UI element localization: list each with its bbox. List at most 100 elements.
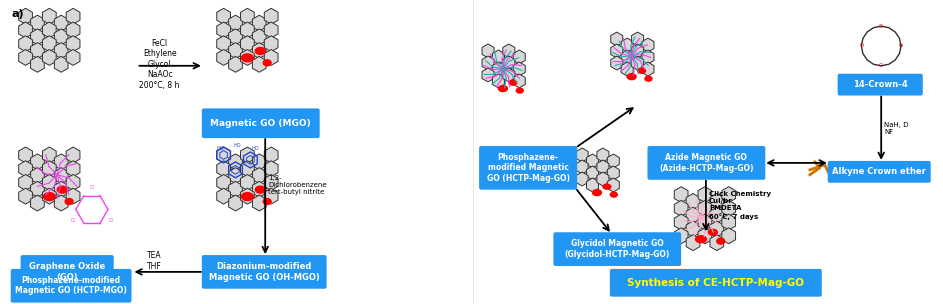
Polygon shape [698,200,712,216]
Text: Cl: Cl [90,185,94,190]
Text: Phosphazene-modified
Magnetic GO (HCTP-MGO): Phosphazene-modified Magnetic GO (HCTP-M… [15,276,127,295]
Polygon shape [217,50,230,65]
Text: HO: HO [234,143,241,147]
Polygon shape [217,22,230,38]
Polygon shape [228,56,242,72]
Text: Phosphazene-
modified Magnetic
GO (HCTP-Mag-GO): Phosphazene- modified Magnetic GO (HCTP-… [487,153,570,183]
Polygon shape [228,43,242,58]
Polygon shape [492,50,505,64]
Text: Graphene Oxide
(GO): Graphene Oxide (GO) [29,262,106,282]
FancyBboxPatch shape [202,255,326,289]
Ellipse shape [592,190,602,195]
Polygon shape [597,172,609,186]
Ellipse shape [509,80,517,85]
Polygon shape [576,172,588,186]
Polygon shape [19,36,32,52]
Polygon shape [264,8,278,24]
Polygon shape [513,74,525,88]
Polygon shape [55,181,68,197]
Polygon shape [513,62,525,76]
FancyBboxPatch shape [479,146,577,190]
Ellipse shape [43,193,56,201]
Polygon shape [240,174,255,190]
Polygon shape [42,188,57,204]
Polygon shape [642,50,654,64]
Polygon shape [228,168,242,184]
Text: FeCl
Ethylene
Glycol
NaAOc
200°C, 8 h: FeCl Ethylene Glycol NaAOc 200°C, 8 h [140,39,180,90]
FancyBboxPatch shape [10,269,131,302]
Polygon shape [217,147,230,163]
Polygon shape [587,166,599,180]
Ellipse shape [263,199,272,205]
Polygon shape [19,22,32,38]
Polygon shape [42,174,57,190]
Polygon shape [621,50,633,64]
Polygon shape [492,74,505,88]
Polygon shape [492,62,505,76]
Polygon shape [228,154,242,170]
Polygon shape [721,200,736,216]
Polygon shape [632,32,643,46]
Polygon shape [611,56,622,70]
Polygon shape [253,195,266,211]
Polygon shape [55,15,68,31]
Polygon shape [674,200,688,216]
FancyBboxPatch shape [648,146,766,180]
Polygon shape [710,207,723,223]
Polygon shape [55,29,68,45]
Polygon shape [19,161,32,177]
Polygon shape [42,147,57,163]
Ellipse shape [516,88,523,93]
Polygon shape [721,228,736,244]
Polygon shape [687,194,700,209]
Polygon shape [228,29,242,45]
Polygon shape [687,207,700,223]
Ellipse shape [708,229,718,235]
Polygon shape [66,8,80,24]
Polygon shape [264,147,278,163]
Polygon shape [611,44,622,58]
Polygon shape [240,8,255,24]
Polygon shape [503,44,515,58]
Polygon shape [597,160,609,174]
Polygon shape [264,174,278,190]
Polygon shape [576,160,588,174]
Polygon shape [503,68,515,82]
Polygon shape [253,56,266,72]
Ellipse shape [637,68,646,73]
Text: Synthesis of CE-HCTP-Mag-GO: Synthesis of CE-HCTP-Mag-GO [627,278,804,288]
Text: Cl: Cl [108,218,113,223]
Polygon shape [42,22,57,38]
Polygon shape [698,228,712,244]
FancyBboxPatch shape [554,232,681,266]
Polygon shape [253,15,266,31]
Polygon shape [721,214,736,230]
Polygon shape [55,154,68,170]
Polygon shape [19,188,32,204]
Text: Diazonium-modified
Magnetic GO (OH-MGO): Diazonium-modified Magnetic GO (OH-MGO) [208,262,320,282]
Polygon shape [19,50,32,65]
Polygon shape [687,221,700,237]
Polygon shape [30,43,44,58]
Polygon shape [42,161,57,177]
Polygon shape [217,174,230,190]
Polygon shape [674,228,688,244]
Polygon shape [55,56,68,72]
Polygon shape [30,15,44,31]
Polygon shape [228,195,242,211]
Polygon shape [228,15,242,31]
Polygon shape [597,148,609,162]
Polygon shape [621,62,633,76]
Ellipse shape [241,193,254,201]
Polygon shape [607,166,620,180]
FancyBboxPatch shape [837,74,923,95]
FancyBboxPatch shape [828,161,931,183]
Polygon shape [66,188,80,204]
Polygon shape [19,147,32,163]
Polygon shape [30,181,44,197]
Ellipse shape [241,54,254,62]
Text: Cl: Cl [71,218,75,223]
Polygon shape [576,148,588,162]
Polygon shape [66,36,80,52]
Polygon shape [674,214,688,230]
